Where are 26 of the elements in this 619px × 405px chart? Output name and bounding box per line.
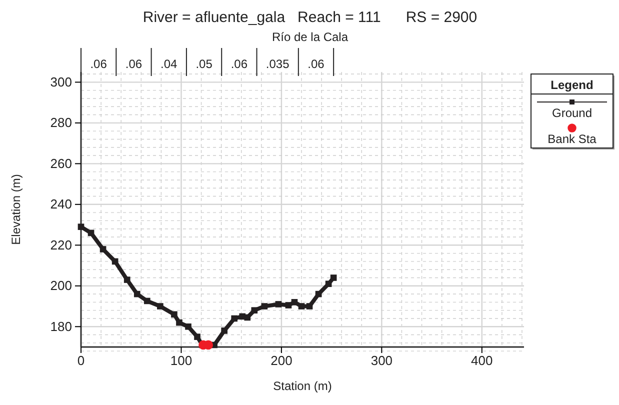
text: .035 bbox=[266, 57, 290, 71]
legend-title: Legend bbox=[550, 78, 594, 92]
y-tick-label: 220 bbox=[50, 237, 72, 252]
text: .04 bbox=[160, 57, 178, 71]
y-axis-title: Elevation (m) bbox=[9, 174, 23, 245]
y-tick-label: 280 bbox=[50, 115, 72, 130]
y-tick-label: 240 bbox=[50, 196, 72, 212]
text: .06 bbox=[230, 57, 248, 71]
legend-label: Ground bbox=[552, 106, 592, 120]
text: .05 bbox=[196, 57, 213, 71]
x-tick-label: 200 bbox=[270, 353, 292, 368]
text: .06 bbox=[125, 57, 142, 71]
y-tick-label: 300 bbox=[50, 74, 72, 90]
legend-label: Bank Sta bbox=[548, 132, 597, 146]
x-tick-label: 300 bbox=[370, 353, 393, 368]
y-tick-label: 180 bbox=[50, 318, 72, 334]
text: .06 bbox=[308, 57, 325, 71]
x-tick-label: 100 bbox=[170, 353, 192, 368]
x-tick-label: 0 bbox=[77, 353, 85, 368]
chart-subtitle: Río de la Cala bbox=[272, 30, 348, 44]
x-axis-title: Station (m) bbox=[273, 379, 332, 393]
y-tick-label: 200 bbox=[50, 278, 72, 294]
x-tick-label: 400 bbox=[471, 353, 493, 368]
text: .06 bbox=[90, 57, 108, 71]
y-tick-label: 260 bbox=[50, 156, 72, 171]
chart-title: River = afluente_gala Reach = 111 RS = 2900 bbox=[142, 9, 478, 26]
